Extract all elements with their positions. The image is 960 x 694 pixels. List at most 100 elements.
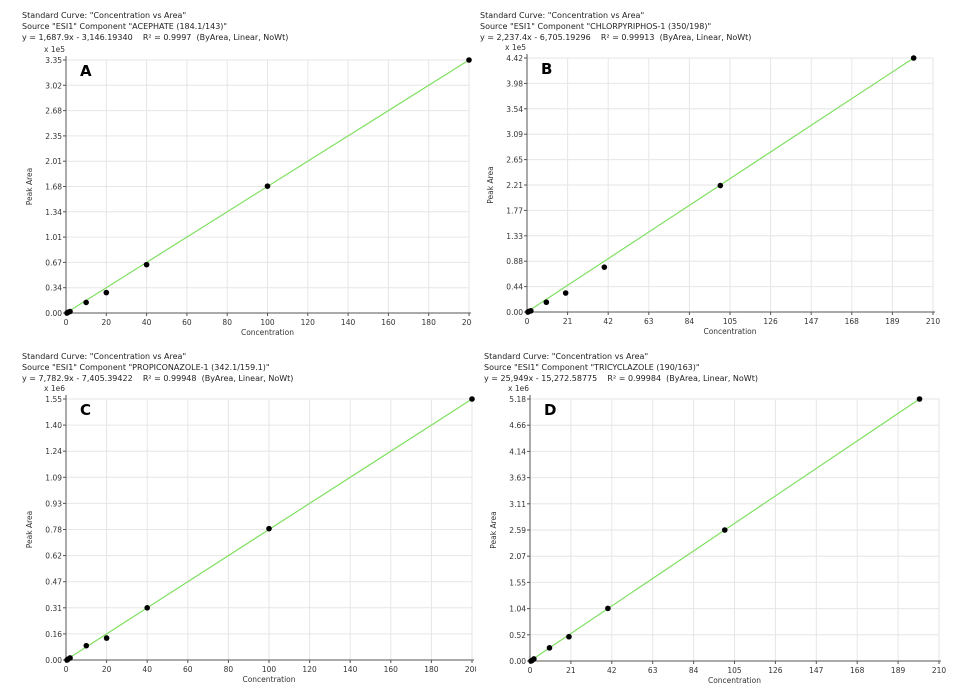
data-point [83,642,90,649]
x-tick-label: 40 [142,318,152,327]
x-tick-label: 100 [262,665,277,674]
x-axis-label: Concentration [241,328,294,337]
header-source: Source "ESI1" Component "TRICYCLAZOLE (1… [484,363,700,372]
y-multiplier: x 1e5 [44,45,65,54]
y-tick-label: 0.44 [506,283,523,292]
y-tick-label: 1.40 [45,421,62,430]
panel-letter: B [541,60,552,78]
x-tick-label: 140 [341,318,356,327]
data-point [103,289,110,296]
x-tick-label: 189 [891,666,906,675]
equation: y = 2,237.4x - 6,705.19296 [480,33,591,42]
x-tick-label: 140 [343,665,358,674]
header-source: Source "ESI1" Component "CHLORPYRIPHOS-1… [480,22,712,31]
panel-letter: A [80,62,92,80]
data-point [605,605,611,612]
x-tick-label: 126 [763,317,778,326]
y-tick-label: 0.88 [506,257,523,266]
x-tick-label: 200 [462,318,477,327]
header-equation-line: y = 1,687.9x - 3,146.19340 R² = 0.9997 (… [22,32,288,43]
y-multiplier: x 1e6 [508,384,529,393]
x-tick-label: 126 [768,666,783,675]
data-point [83,299,89,306]
x-tick-label: 168 [850,666,865,675]
x-tick-label: 147 [809,666,824,675]
r-squared: R² = 0.99913 [600,33,655,42]
chart-panel-a: Standard Curve: "Concentration vs Area" … [14,6,480,340]
r-squared: R² = 0.99948 [142,374,197,383]
x-tick-label: 168 [845,317,860,326]
y-axis-label: Peak Area [486,166,495,203]
x-tick-label: 42 [607,666,617,675]
header-source: Source "ESI1" Component "PROPICONAZOLE-1… [22,363,270,372]
data-point [721,527,728,533]
header-title: Standard Curve: "Concentration vs Area" [484,352,649,361]
y-multiplier: x 1e6 [44,384,65,393]
y-tick-label: 4.42 [506,54,523,63]
y-tick-label: 2.59 [509,526,526,535]
y-tick-label: 4.66 [509,421,526,430]
data-point [528,308,534,314]
equation: y = 7,782.9x - 7,405.39422 [22,374,133,383]
x-tick-label: 120 [301,318,316,327]
x-tick-label: 84 [689,666,699,675]
chart-svg: 0 20 40 60 80 100 120 140 160 180 200 0.00 0.16 0.31 0… [25,384,480,684]
x-tick-label: 160 [381,318,396,327]
y-tick-label: 0.00 [45,656,62,665]
y-tick-label: 0.16 [45,630,62,639]
y-tick-label: 3.11 [509,500,526,509]
data-point [566,633,572,640]
y-tick-label: 0.00 [45,309,62,318]
y-tick-label: 3.98 [506,79,523,88]
x-tick-label: 63 [644,317,654,326]
chart-svg: 0 21 42 63 84 105 126 147 168 189 210 0.00 0.52 1.04 1… [489,384,946,685]
data-point [543,299,550,306]
x-tick-label: 180 [424,665,439,674]
x-tick-label: 40 [142,665,152,674]
header-title: Standard Curve: "Concentration vs Area" [22,11,187,20]
x-axis-label: Concentration [703,327,756,336]
data-point [916,396,923,402]
x-tick-label: 180 [422,318,437,327]
y-tick-label: 3.35 [45,56,62,65]
x-tick-label: 84 [685,317,695,326]
y-tick-label: 1.68 [45,183,62,192]
y-tick-label: 5.18 [509,395,526,404]
y-tick-label: 0.67 [45,258,62,267]
data-point [601,264,608,270]
data-point [562,290,569,296]
chart-panel-c: Standard Curve: "Concentration vs Area" … [14,349,480,687]
r-squared: R² = 0.99984 [607,374,662,383]
y-tick-label: 2.35 [45,132,62,141]
y-tick-label: 0.00 [509,657,526,666]
x-tick-label: 0 [525,317,530,326]
header-equation-line: y = 25,949x - 15,272.58775 R² = 0.99984 … [484,373,758,384]
y-multiplier: x 1e5 [505,43,526,52]
y-tick-label: 0.34 [45,284,62,293]
x-tick-label: 21 [566,666,576,675]
data-point [144,605,150,611]
y-tick-label: 1.55 [509,578,526,587]
y-tick-label: 2.65 [506,156,523,165]
x-tick-label: 80 [224,665,234,674]
x-tick-label: 200 [465,665,480,674]
x-tick-label: 105 [727,666,742,675]
x-tick-label: 80 [222,318,232,327]
data-point [531,656,537,662]
data-point [67,655,73,661]
panel-letter: C [80,401,91,419]
header-source: Source "ESI1" Component "ACEPHATE (184.1… [22,22,228,31]
x-tick-label: 0 [528,666,533,675]
equation: y = 25,949x - 15,272.58775 [484,374,598,383]
x-tick-label: 160 [384,665,399,674]
x-tick-label: 189 [885,317,900,326]
y-tick-label: 1.33 [506,232,523,241]
y-tick-label: 0.62 [45,552,62,561]
data-point [103,635,110,641]
y-tick-label: 3.54 [506,105,523,114]
data-point [143,261,150,268]
y-tick-label: 2.68 [45,107,62,116]
x-tick-label: 100 [260,318,275,327]
x-tick-label: 20 [102,665,112,674]
